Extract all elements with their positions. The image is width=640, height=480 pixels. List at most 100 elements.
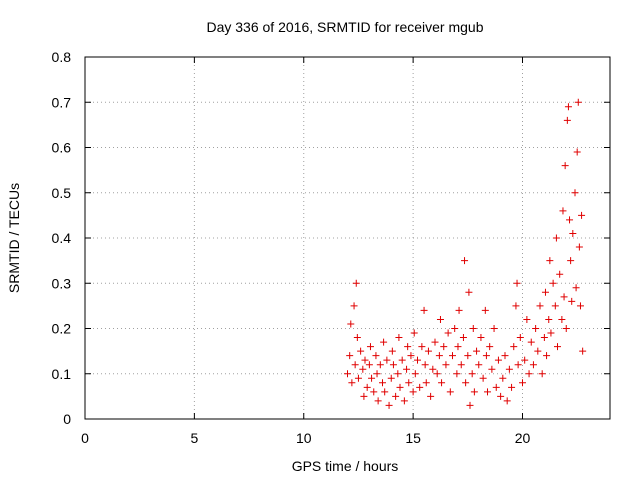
data-point	[442, 361, 450, 369]
y-tick-label: 0.1	[52, 366, 72, 382]
data-point	[370, 388, 378, 396]
data-point	[420, 306, 428, 314]
y-tick-label: 0.8	[52, 49, 72, 65]
data-point	[424, 347, 432, 355]
y-tick-label: 0.6	[52, 140, 72, 156]
data-point	[519, 379, 526, 387]
data-point	[559, 207, 567, 215]
data-point	[396, 383, 404, 391]
data-point	[521, 356, 529, 364]
data-point	[380, 338, 388, 346]
data-point	[427, 392, 435, 400]
y-tick-label: 0.3	[52, 275, 72, 291]
data-point	[573, 148, 581, 156]
data-point	[469, 325, 477, 332]
y-tick-label: 0.7	[52, 94, 72, 110]
data-point	[429, 365, 437, 373]
data-point	[449, 352, 456, 360]
data-point	[388, 347, 396, 355]
x-axis-title: GPS time / hours	[292, 458, 399, 474]
data-point	[348, 379, 356, 387]
data-point	[433, 370, 441, 378]
data-point	[372, 352, 380, 360]
data-point	[436, 315, 444, 323]
data-point	[363, 383, 371, 391]
data-point	[360, 392, 368, 400]
data-point	[385, 401, 393, 409]
data-point	[510, 343, 518, 351]
data-point	[481, 306, 489, 314]
data-point	[541, 288, 549, 296]
x-tick-label: 20	[515, 430, 531, 446]
data-point	[545, 315, 553, 323]
data-point	[529, 361, 537, 369]
data-point	[540, 334, 548, 342]
data-point	[354, 374, 362, 382]
x-tick-label: 10	[296, 430, 312, 446]
data-point	[482, 352, 490, 360]
data-point	[490, 325, 498, 332]
data-point	[543, 352, 551, 360]
data-point	[484, 388, 491, 396]
data-point	[563, 116, 571, 124]
data-point	[454, 343, 462, 351]
data-point	[499, 374, 507, 382]
data-point	[492, 383, 500, 391]
data-point	[536, 302, 544, 310]
data-point	[398, 356, 406, 364]
data-point	[497, 392, 505, 400]
data-point	[571, 189, 579, 197]
data-point	[538, 370, 546, 378]
data-point	[566, 216, 574, 224]
y-tick-label: 0.2	[52, 321, 72, 337]
data-point	[464, 352, 472, 360]
data-point	[556, 270, 564, 278]
data-point	[457, 361, 465, 369]
x-tick-label: 5	[190, 430, 198, 446]
data-point	[574, 98, 582, 106]
data-point	[523, 315, 531, 323]
data-point	[466, 401, 474, 409]
data-point	[392, 392, 400, 400]
data-point	[446, 388, 454, 396]
data-point	[347, 320, 355, 328]
data-point	[488, 365, 496, 373]
data-point	[373, 370, 381, 378]
data-point	[411, 370, 419, 378]
data-point	[468, 370, 476, 378]
data-point	[527, 338, 535, 346]
data-point	[344, 370, 351, 378]
data-point	[455, 306, 463, 314]
data-point	[361, 356, 369, 364]
data-point	[376, 361, 384, 369]
data-point	[395, 334, 403, 342]
data-point	[514, 361, 522, 369]
data-point	[431, 338, 439, 346]
data-point	[409, 388, 417, 396]
data-point	[576, 302, 584, 310]
data-point	[532, 325, 540, 332]
data-point	[387, 374, 395, 382]
y-tick-label: 0.5	[52, 185, 72, 201]
data-point	[475, 361, 483, 369]
data-point	[418, 343, 426, 351]
data-point	[352, 279, 360, 287]
data-point	[353, 334, 361, 342]
data-point	[403, 365, 411, 373]
data-point	[513, 279, 521, 287]
data-point	[359, 365, 367, 373]
data-point	[405, 379, 413, 387]
data-point	[534, 347, 542, 355]
data-point	[579, 347, 587, 355]
data-point	[516, 334, 524, 342]
data-point	[422, 379, 430, 387]
data-point	[451, 325, 459, 332]
data-point	[547, 329, 555, 337]
data-point	[554, 343, 561, 351]
data-point	[365, 361, 373, 369]
data-point	[389, 361, 397, 369]
data-point	[379, 379, 386, 387]
data-point	[459, 334, 467, 342]
